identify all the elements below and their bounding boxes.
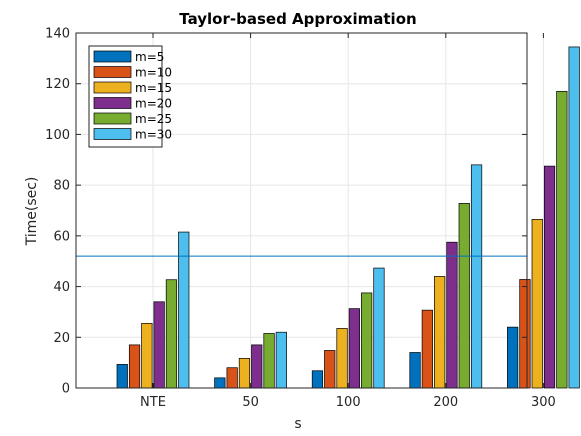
legend-label-m=15: m=15 [135,81,172,95]
legend-swatch-m=25 [93,112,132,125]
chart-title: Taylor-based Approximation [179,10,416,28]
legend-swatch-m=30 [93,128,132,140]
bar-m=20-300 [543,165,556,389]
x-axis-ticks: NTE 50 100 200 300 [140,33,556,410]
x-tick-label: 300 [531,395,556,410]
bar-m=25-NTE [165,279,178,389]
bar-m=20-100 [348,308,360,389]
axes-box [75,32,528,389]
bar-m=20-200 [446,241,458,389]
y-axis-label: Time(sec) [24,177,40,247]
legend-label-m=5: m=5 [135,50,164,64]
bar-m=5-300 [507,326,519,389]
bar-m=30-NTE [178,231,190,389]
legend-swatch-m=20 [93,97,132,109]
bar-m=15-200 [434,276,446,389]
bar-m=25-200 [458,203,470,389]
bar-m=30-100 [373,267,385,389]
bar-m=30-300 [568,46,580,389]
legend-label-m=25: m=25 [135,112,172,126]
bar-m=10-300 [519,279,531,389]
bar-m=20-NTE [153,301,165,389]
bar-m=25-50 [263,333,275,389]
bar-m=5-200 [409,352,421,389]
y-tick-label: 80 [53,179,70,194]
y-tick-label: 60 [53,229,70,244]
legend-swatch-m=10 [93,66,132,78]
axes-frame [75,32,528,389]
y-axis-ticks: 0 20 40 60 80 100 120 140 [45,27,527,397]
y-tick-label: 40 [53,280,70,295]
x-tick-label: 50 [242,395,259,410]
legend-label-m=20: m=20 [135,97,172,111]
y-tick-label: 120 [45,77,70,92]
x-tick-label: NTE [140,395,166,410]
x-tick-label: 200 [433,395,458,410]
bar-m=25-100 [361,292,373,389]
bar-m=15-NTE [141,322,153,389]
y-tick-label: 100 [45,128,70,143]
x-axis-label: s [294,416,301,432]
bar-m=10-100 [324,350,336,389]
bar-m=25-300 [556,90,568,389]
legend-swatch-m=5 [93,50,132,63]
bar-m=20-50 [251,344,263,389]
bar-m=30-50 [275,331,287,389]
legend-label-m=10: m=10 [135,66,172,80]
x-tick-label: 100 [336,395,361,410]
bar-m=5-100 [311,370,324,389]
legend-swatch-m=15 [93,81,132,94]
y-tick-label: 20 [53,331,70,346]
bar-m=10-NTE [128,344,141,389]
bar-m=15-300 [531,219,543,389]
legend-label-m=30: m=30 [135,128,172,142]
legend: m=5 m=10m=15 m=20m=25 m=30 [88,45,172,148]
bar-m=15-50 [238,357,251,389]
bar-m=30-200 [470,164,483,389]
y-tick-label: 0 [62,382,70,397]
bar-m=10-200 [421,309,433,389]
bar-m=15-100 [336,328,348,389]
bar-m=5-NTE [116,364,128,389]
bar-m=5-50 [214,377,226,389]
bar-m=10-50 [226,367,238,389]
y-tick-label: 140 [45,27,70,42]
